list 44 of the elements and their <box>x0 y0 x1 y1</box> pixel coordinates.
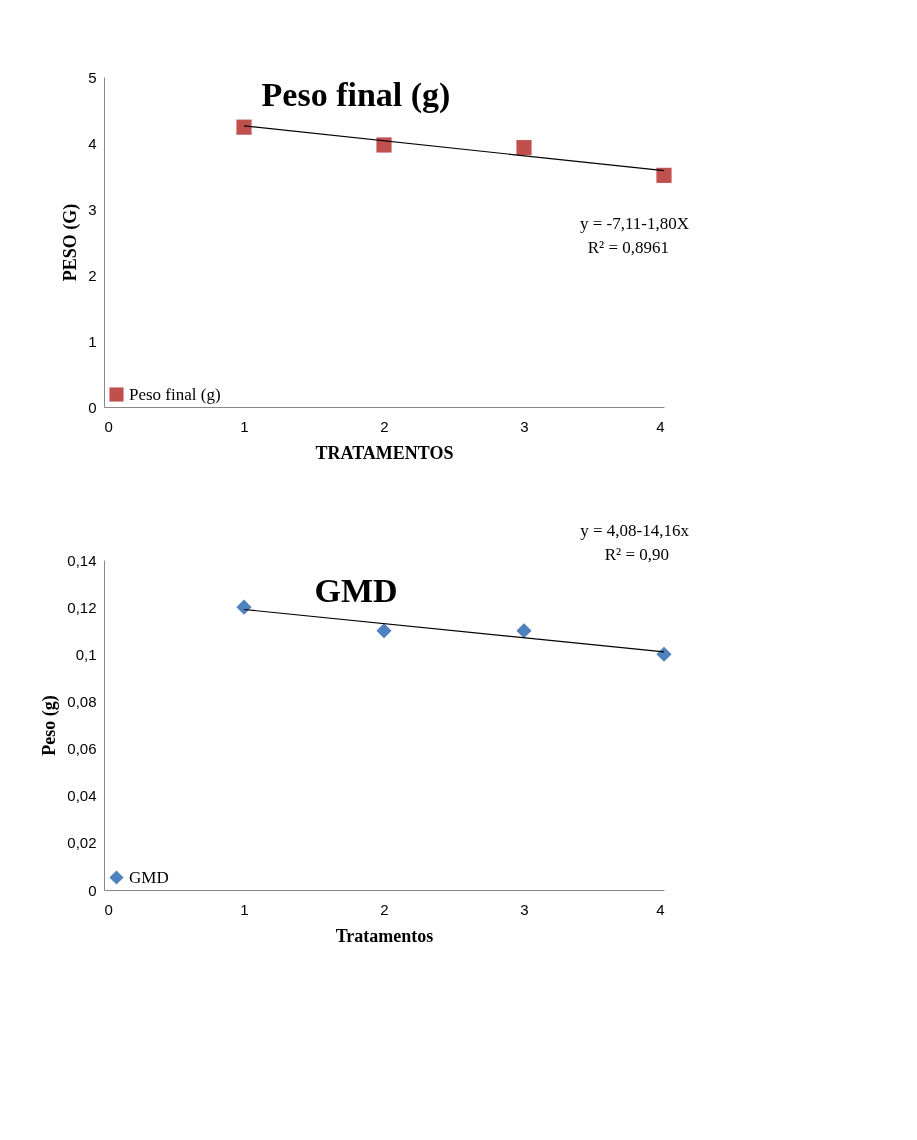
y-tick-label: 0,04 <box>67 787 97 805</box>
point <box>376 623 392 639</box>
y-tick-label: 0 <box>88 881 97 899</box>
x-tick-label: 1 <box>240 900 249 918</box>
x-tick-label: 4 <box>656 900 665 918</box>
point <box>656 167 672 183</box>
x-tick-label: 2 <box>380 900 389 918</box>
annotation: R² = 0,8961 <box>587 237 669 257</box>
x-tick-label: 1 <box>240 417 249 435</box>
y-tick-label: 0,14 <box>67 551 97 569</box>
y-tick-label: 4 <box>88 134 97 152</box>
point <box>656 646 672 662</box>
annotation: R² = 0,90 <box>604 545 669 565</box>
annotation: y = -7,11-1,80X <box>579 213 689 233</box>
y-tick-label: 0,08 <box>67 692 97 710</box>
chart-title: Peso final (g) <box>261 76 451 114</box>
y-tick-label: 0,02 <box>67 834 97 852</box>
x-axis-title: Tratamentos <box>335 925 434 946</box>
text: y = 4,08-14,16x <box>580 521 690 541</box>
point <box>236 599 252 615</box>
y-tick-label: 3 <box>88 200 97 218</box>
x-axis-title: TRATAMENTOS <box>315 442 454 463</box>
x-tick-label: 4 <box>656 417 665 435</box>
y-tick-label: 0,06 <box>67 740 97 758</box>
x-tick-label: 3 <box>520 417 529 435</box>
point <box>516 140 532 156</box>
y-tick-label: 2 <box>88 266 97 284</box>
y-axis-title: Peso (g) <box>39 695 61 756</box>
y-tick-label: 1 <box>88 332 97 350</box>
y-tick-label: 0,1 <box>75 645 97 663</box>
legend-label: Peso final (g) <box>129 384 221 404</box>
point <box>516 623 532 639</box>
y-tick-label: 5 <box>88 68 97 86</box>
legend-label: GMD <box>129 867 169 887</box>
y-axis-title: PESO (G) <box>60 203 82 282</box>
x-tick-label: 0 <box>104 417 113 435</box>
x-tick-label: 3 <box>520 900 529 918</box>
point <box>376 137 392 153</box>
point <box>236 119 252 135</box>
x-tick-label: 0 <box>104 900 113 918</box>
x-tick-label: 2 <box>380 417 389 435</box>
y-tick-label: 0,12 <box>67 598 97 616</box>
chart-title: GMD <box>314 572 398 609</box>
y-tick-label: 0 <box>88 398 97 416</box>
